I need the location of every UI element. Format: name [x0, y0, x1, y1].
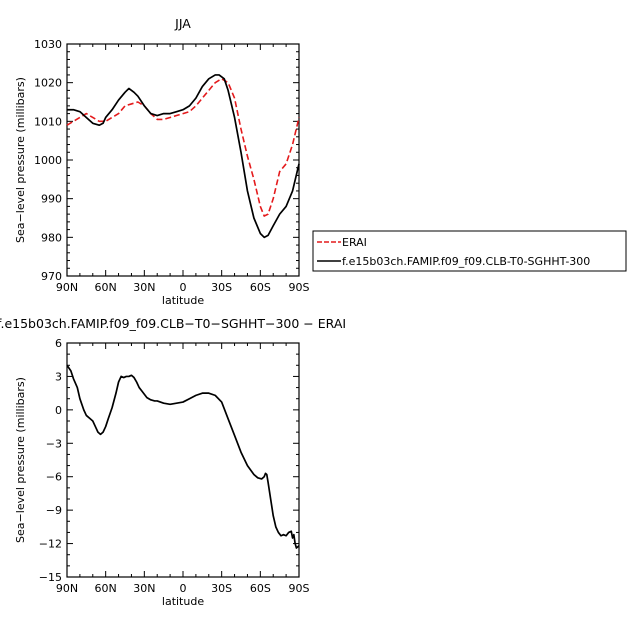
y-tick-label: 0: [55, 404, 62, 417]
x-tick-label: 90N: [56, 281, 78, 294]
y-tick-label: 980: [41, 231, 62, 244]
x-tick-label: 60S: [250, 281, 271, 294]
x-tick-label: 30N: [133, 582, 155, 595]
x-tick-label: 60S: [250, 582, 271, 595]
legend: ERAI f.e15b03ch.FAMIP.f09_f09.CLB-T0-SGHH…: [312, 230, 627, 272]
y-tick-label: −6: [46, 471, 62, 484]
x-tick-label: 60N: [95, 281, 117, 294]
x-tick-label: 90S: [289, 582, 310, 595]
x-tick-label: 90N: [56, 582, 78, 595]
legend-label-2: f.e15b03ch.FAMIP.f09_f09.CLB-T0-SGHHT-30…: [342, 255, 590, 268]
x-tick-label: 30S: [211, 582, 232, 595]
chart-panel-1: JJA 90N 60N 30N 0 30S 60S 90S 970 980 990 1000 1010 1…: [14, 16, 627, 307]
y-tick-label: 3: [55, 370, 62, 383]
y-tick-label: −12: [39, 538, 62, 551]
x-tick-label: 0: [180, 582, 187, 595]
y-tick-label: −9: [46, 504, 62, 517]
chart-title: JJA: [174, 16, 191, 31]
y-tick-label: 1010: [34, 115, 62, 128]
chart-panel-2: f.e15b03ch.FAMIP.f09_f09.CLB−T0−SGHHT−30…: [0, 316, 346, 608]
x-axis-label: latitude: [162, 595, 204, 608]
x-axis-label: latitude: [162, 294, 204, 307]
y-axis-label: Sea−level pressure (millibars): [14, 377, 27, 543]
series-line-1: [66, 364, 300, 549]
y-tick-label: 6: [55, 337, 62, 350]
y-tick-label: −15: [39, 571, 62, 584]
x-tick-label: 0: [180, 281, 187, 294]
y-tick-label: 1030: [34, 38, 62, 51]
y-tick-label: −3: [46, 437, 62, 450]
y-tick-label: 1000: [34, 154, 62, 167]
legend-label-1: ERAI: [342, 236, 367, 249]
series-line-2: [67, 74, 300, 239]
y-axis-label: Sea−level pressure (millibars): [14, 77, 27, 243]
y-tick-label: 1020: [34, 77, 62, 90]
plot-frame: [66, 43, 300, 277]
plot-frame: [66, 342, 300, 578]
y-tick-label: 990: [41, 193, 62, 206]
x-tick-label: 60N: [95, 582, 117, 595]
y-tick-label: 970: [41, 270, 62, 283]
x-tick-label: 30N: [133, 281, 155, 294]
x-tick-label: 30S: [211, 281, 232, 294]
chart-title: f.e15b03ch.FAMIP.f09_f09.CLB−T0−SGHHT−30…: [0, 316, 346, 331]
x-tick-label: 90S: [289, 281, 310, 294]
legend-box: [312, 230, 627, 272]
series-line-1: [66, 78, 300, 217]
